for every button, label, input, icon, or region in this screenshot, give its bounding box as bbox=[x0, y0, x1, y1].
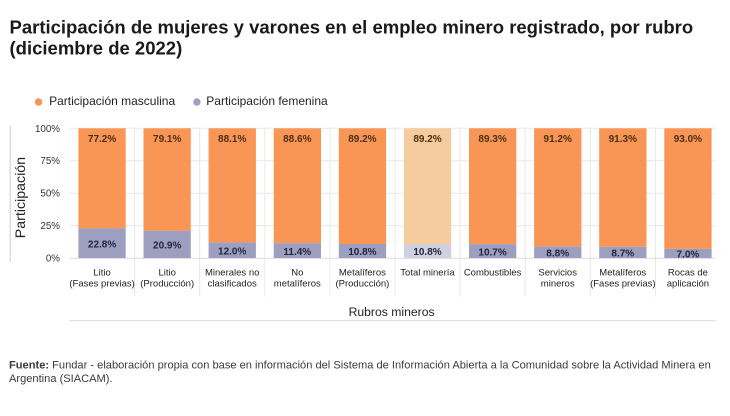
svg-text:Minerales no: Minerales no bbox=[205, 268, 259, 279]
svg-text:7.0%: 7.0% bbox=[677, 250, 700, 261]
svg-text:mineros: mineros bbox=[541, 279, 575, 290]
svg-text:Argentina (SIACAM).: Argentina (SIACAM). bbox=[9, 373, 113, 385]
svg-text:Rubros mineros: Rubros mineros bbox=[349, 305, 435, 319]
svg-text:10.8%: 10.8% bbox=[413, 247, 441, 258]
svg-text:8.8%: 8.8% bbox=[546, 249, 569, 260]
svg-text:10.8%: 10.8% bbox=[348, 247, 376, 258]
svg-text:75%: 75% bbox=[40, 156, 60, 167]
svg-text:Total minería: Total minería bbox=[400, 268, 455, 279]
svg-text:25%: 25% bbox=[40, 221, 60, 232]
svg-text:(Fases previas): (Fases previas) bbox=[69, 279, 134, 290]
svg-text:91.2%: 91.2% bbox=[544, 134, 572, 145]
svg-text:89.2%: 89.2% bbox=[348, 134, 376, 145]
svg-text:(Producción): (Producción) bbox=[140, 279, 194, 290]
svg-text:88.6%: 88.6% bbox=[283, 134, 311, 145]
svg-text:No: No bbox=[291, 268, 303, 279]
svg-text:89.2%: 89.2% bbox=[413, 134, 441, 145]
svg-text:0%: 0% bbox=[46, 254, 60, 265]
svg-text:Litio: Litio bbox=[158, 268, 175, 279]
svg-text:93.0%: 93.0% bbox=[674, 134, 702, 145]
svg-text:77.2%: 77.2% bbox=[88, 134, 116, 145]
svg-text:Participación: Participación bbox=[13, 157, 29, 238]
svg-text:aplicación: aplicación bbox=[667, 279, 709, 290]
svg-text:clasificados: clasificados bbox=[208, 279, 257, 290]
svg-text:10.7%: 10.7% bbox=[478, 247, 506, 258]
svg-text:metalíferos: metalíferos bbox=[274, 279, 321, 290]
svg-text:91.3%: 91.3% bbox=[609, 134, 637, 145]
svg-text:(Fases previas): (Fases previas) bbox=[590, 279, 655, 290]
svg-text:Participación masculina: Participación masculina bbox=[49, 94, 175, 108]
svg-text:Litio: Litio bbox=[93, 268, 110, 279]
svg-text:11.4%: 11.4% bbox=[283, 247, 311, 258]
svg-text:Servicios: Servicios bbox=[538, 268, 577, 279]
svg-text:(diciembre de 2022): (diciembre de 2022) bbox=[10, 37, 183, 58]
svg-text:(Producción): (Producción) bbox=[335, 279, 389, 290]
svg-text:Combustibles: Combustibles bbox=[464, 268, 522, 279]
svg-text:100%: 100% bbox=[35, 124, 60, 135]
svg-text:8.7%: 8.7% bbox=[611, 249, 634, 260]
svg-text:50%: 50% bbox=[40, 189, 60, 200]
svg-text:20.9%: 20.9% bbox=[153, 241, 181, 252]
svg-text:Participación de mujeres y var: Participación de mujeres y varones en el… bbox=[10, 17, 694, 38]
svg-text:79.1%: 79.1% bbox=[153, 134, 181, 145]
svg-text:Metalíferos: Metalíferos bbox=[599, 268, 646, 279]
svg-text:Fuente: Fundar - elaboración p: Fuente: Fundar - elaboración propia con … bbox=[9, 359, 711, 371]
svg-text:22.8%: 22.8% bbox=[88, 239, 116, 250]
svg-text:89.3%: 89.3% bbox=[478, 134, 506, 145]
svg-text:88.1%: 88.1% bbox=[218, 134, 246, 145]
svg-text:Metalíferos: Metalíferos bbox=[339, 268, 386, 279]
svg-text:Rocas de: Rocas de bbox=[668, 268, 708, 279]
svg-text:12.0%: 12.0% bbox=[218, 246, 246, 257]
svg-text:Participación femenina: Participación femenina bbox=[206, 94, 328, 108]
